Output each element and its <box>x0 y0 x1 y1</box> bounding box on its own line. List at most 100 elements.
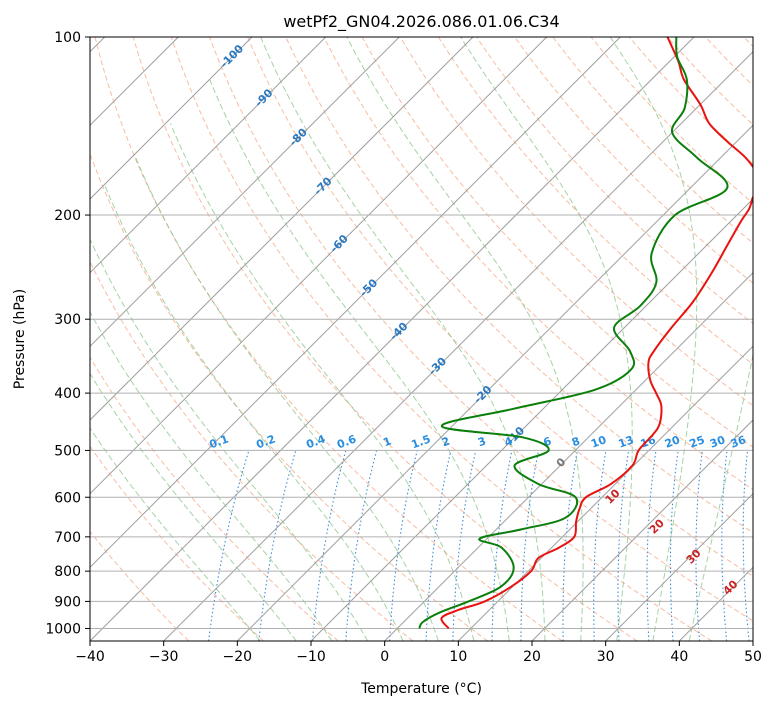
x-tick-label: 30 <box>597 649 615 665</box>
dry-adiabat <box>90 260 414 641</box>
moist-adiabat <box>90 310 333 641</box>
mixing-ratio-label: 8 <box>570 435 582 450</box>
isotherm-line <box>310 198 753 641</box>
mixing-ratio-label: 30 <box>708 433 727 451</box>
moist-adiabat <box>609 37 698 641</box>
chart-title: wetPf2_GN04.2026.086.01.06.C34 <box>283 12 559 32</box>
dry-adiabat <box>90 445 264 641</box>
dry-adiabat <box>170 37 712 641</box>
mixing-ratio-label: 6 <box>542 434 554 449</box>
y-tick-label: 700 <box>54 530 81 546</box>
isotherm-line <box>90 37 548 495</box>
isotherm-line <box>90 37 327 274</box>
isotherm-line <box>457 345 753 641</box>
dewpoint-profile <box>418 37 729 629</box>
mixing-ratio-label: 0.6 <box>335 432 358 451</box>
mixing-ratio-line <box>452 450 477 641</box>
mixing-ratio-label: 1.5 <box>410 433 433 452</box>
isotherm-line <box>90 37 695 641</box>
moist-adiabat <box>135 157 439 641</box>
y-tick-label: 1000 <box>45 621 81 637</box>
isotherm-line <box>531 419 753 641</box>
dry-adiabat <box>743 37 753 48</box>
y-tick-label: 800 <box>54 564 81 580</box>
mixing-ratio-label: 0.4 <box>304 432 327 451</box>
dry-adiabat <box>552 37 753 244</box>
mixing-ratio-line <box>208 450 250 641</box>
y-tick-label: 600 <box>54 490 81 506</box>
mixing-ratio-line <box>345 450 378 641</box>
mixing-ratio-line <box>258 450 297 641</box>
x-tick-label: 50 <box>744 649 762 665</box>
isotherm-line <box>90 37 253 200</box>
x-tick-label: 0 <box>380 649 389 665</box>
mixing-ratio-line <box>669 450 679 641</box>
isotherm-line <box>163 50 753 641</box>
isotherm-line <box>90 37 474 421</box>
moist-adiabat <box>209 79 510 641</box>
mixing-ratio-line <box>425 450 452 641</box>
dry-adiabat <box>705 37 753 87</box>
dry-adiabat-label: 0 <box>554 455 569 470</box>
mixing-ratio-line <box>765 450 772 641</box>
isotherm-label: -30 <box>426 355 449 378</box>
dry-adiabat-label: 40 <box>721 577 741 597</box>
x-tick-label: 20 <box>523 649 541 665</box>
moist-adiabat <box>260 37 546 641</box>
y-tick-label: 500 <box>54 443 81 459</box>
moist-adiabat <box>460 37 633 641</box>
x-tick-label: −10 <box>296 649 326 665</box>
x-tick-label: 40 <box>670 649 688 665</box>
y-tick-label: 400 <box>54 386 81 402</box>
x-tick-label: 10 <box>449 649 467 665</box>
isotherm-line <box>236 124 753 641</box>
dry-adiabat <box>437 37 753 365</box>
y-tick-label: 900 <box>54 594 81 610</box>
mixing-ratio-label: 0.1 <box>208 433 231 452</box>
plot-frame <box>89 36 754 642</box>
dry-adiabat <box>514 37 753 284</box>
dry-adiabat <box>90 530 190 641</box>
mixing-ratio-line <box>742 450 750 641</box>
y-axis-label: Pressure (hPa) <box>12 289 28 389</box>
mixing-ratio-line <box>646 450 657 641</box>
mixing-ratio-label: 1 <box>381 435 393 450</box>
mixing-ratio-line <box>388 450 418 641</box>
mixing-ratio-label: 2 <box>440 435 452 450</box>
mixing-ratio-label: 25 <box>688 433 707 450</box>
isotherm-line <box>384 271 753 641</box>
isotherm-line <box>605 492 753 641</box>
dry-adiabat <box>90 152 488 641</box>
mixing-ratio-label: 16 <box>639 433 658 451</box>
dry-adiabat-label: 10 <box>603 486 623 506</box>
profiles <box>418 37 753 630</box>
mixing-ratio-label: 4 <box>503 434 515 449</box>
x-axis-label: Temperature (°C) <box>360 681 482 697</box>
mixing-ratio-line <box>491 450 513 641</box>
mixing-ratio-label: 13 <box>617 433 636 450</box>
x-tick-label: −20 <box>223 649 253 665</box>
moist-adiabat <box>90 427 261 641</box>
y-tick-label: 200 <box>54 208 81 224</box>
isotherm-labels: -100-90-80-70-60-50-40-30-20-100.1 0.2 0.4… <box>208 42 748 598</box>
dry-adiabat <box>247 37 753 577</box>
y-tick-label: 300 <box>54 312 81 328</box>
isotherm-line <box>90 37 621 569</box>
mixing-ratio-label: 3 <box>476 435 488 450</box>
mixing-ratio-label: 20 <box>663 433 682 451</box>
dry-adiabat <box>476 37 753 325</box>
x-tick-label: −40 <box>75 649 105 665</box>
dry-adiabat <box>667 37 753 126</box>
x-tick-label: −30 <box>149 649 179 665</box>
mixing-ratio-label: 36 <box>729 433 748 451</box>
moist-adiabat <box>90 372 297 641</box>
temperature-profile <box>440 37 753 630</box>
moist-adiabat <box>104 184 404 641</box>
isotherm-line <box>752 640 753 641</box>
moist-adiabat <box>170 123 475 641</box>
mixing-ratio-label: 0.2 <box>254 433 277 452</box>
isotherm-line <box>90 37 400 348</box>
dry-adiabat-label: 20 <box>647 516 667 536</box>
dry-adiabat <box>323 37 753 491</box>
y-tick-label: 100 <box>54 30 81 46</box>
